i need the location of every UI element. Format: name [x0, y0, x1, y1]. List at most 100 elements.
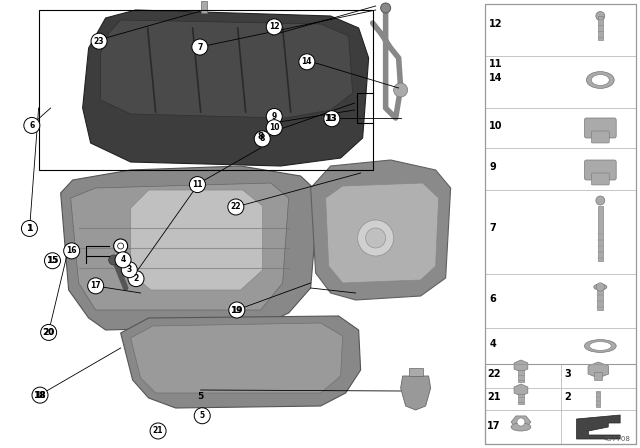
Polygon shape — [120, 316, 361, 408]
Bar — [485, 364, 636, 444]
Text: 19: 19 — [232, 306, 242, 314]
Text: 7: 7 — [197, 43, 202, 52]
Circle shape — [44, 253, 60, 269]
Circle shape — [195, 408, 210, 424]
Text: 2: 2 — [564, 392, 572, 402]
Text: 5: 5 — [198, 392, 204, 401]
Text: 23: 23 — [94, 37, 104, 46]
Circle shape — [517, 418, 525, 426]
Text: 15: 15 — [46, 255, 59, 264]
Polygon shape — [514, 384, 528, 396]
Text: 19: 19 — [230, 306, 243, 314]
Bar — [597, 290, 604, 310]
Text: 497708: 497708 — [604, 436, 630, 442]
Polygon shape — [577, 415, 620, 439]
Circle shape — [128, 271, 144, 287]
Circle shape — [63, 243, 79, 259]
Circle shape — [266, 120, 282, 136]
Circle shape — [381, 3, 390, 13]
Polygon shape — [131, 323, 342, 393]
Circle shape — [40, 324, 56, 340]
Text: 8: 8 — [260, 134, 265, 143]
Text: 4: 4 — [489, 339, 496, 349]
Circle shape — [299, 54, 315, 70]
Circle shape — [229, 302, 245, 318]
Text: 14: 14 — [301, 57, 312, 66]
Text: 9: 9 — [271, 112, 277, 121]
Ellipse shape — [586, 72, 614, 88]
Polygon shape — [511, 416, 531, 428]
Polygon shape — [401, 376, 431, 410]
Circle shape — [596, 283, 605, 291]
FancyBboxPatch shape — [591, 173, 609, 185]
Circle shape — [254, 131, 270, 147]
Bar — [201, 1, 207, 13]
Text: 11: 11 — [489, 59, 502, 69]
Circle shape — [596, 12, 605, 21]
Circle shape — [394, 83, 408, 97]
Text: 13: 13 — [324, 113, 337, 122]
Bar — [596, 391, 600, 407]
Text: 16: 16 — [67, 246, 77, 255]
Text: 1: 1 — [26, 224, 33, 233]
Polygon shape — [61, 166, 319, 330]
Polygon shape — [131, 190, 262, 290]
Text: 12: 12 — [489, 19, 502, 29]
Polygon shape — [588, 362, 609, 378]
Circle shape — [596, 196, 605, 205]
Text: 20: 20 — [44, 328, 54, 337]
Bar — [518, 394, 524, 404]
Text: 9: 9 — [489, 162, 496, 172]
Circle shape — [91, 33, 107, 49]
Polygon shape — [83, 10, 369, 166]
Ellipse shape — [584, 340, 616, 353]
Bar — [409, 368, 422, 376]
Polygon shape — [70, 183, 289, 310]
FancyBboxPatch shape — [584, 160, 616, 180]
Text: 21: 21 — [153, 426, 163, 435]
Circle shape — [358, 220, 394, 256]
Circle shape — [365, 228, 386, 248]
Ellipse shape — [591, 75, 609, 86]
Circle shape — [118, 243, 124, 249]
Circle shape — [122, 262, 138, 278]
Bar — [598, 16, 603, 40]
FancyBboxPatch shape — [591, 131, 609, 143]
Ellipse shape — [589, 341, 611, 350]
Polygon shape — [310, 160, 451, 300]
Text: 10: 10 — [269, 123, 280, 132]
Text: 17: 17 — [90, 281, 101, 290]
Text: 2: 2 — [133, 274, 139, 283]
Circle shape — [192, 39, 208, 55]
Text: 18: 18 — [33, 391, 46, 400]
Circle shape — [24, 117, 40, 134]
Polygon shape — [514, 360, 528, 372]
Circle shape — [150, 423, 166, 439]
Text: 8: 8 — [257, 132, 264, 141]
Polygon shape — [100, 20, 353, 118]
Text: 1: 1 — [27, 224, 32, 233]
Text: 4: 4 — [120, 255, 125, 264]
Circle shape — [266, 19, 282, 35]
Ellipse shape — [511, 423, 531, 431]
Bar — [598, 206, 603, 260]
Circle shape — [88, 278, 104, 294]
Text: 22: 22 — [487, 369, 500, 379]
Text: 15: 15 — [47, 256, 58, 265]
Circle shape — [266, 108, 282, 125]
Text: 5: 5 — [200, 411, 205, 420]
Circle shape — [109, 255, 118, 265]
Text: 7: 7 — [489, 223, 496, 233]
Text: 21: 21 — [487, 392, 500, 402]
Text: 3: 3 — [127, 265, 132, 274]
Circle shape — [228, 199, 244, 215]
Polygon shape — [326, 183, 438, 283]
Circle shape — [115, 252, 131, 268]
Circle shape — [114, 239, 127, 253]
Circle shape — [32, 387, 48, 403]
Text: 3: 3 — [564, 369, 572, 379]
Text: 11: 11 — [192, 180, 203, 189]
Text: 10: 10 — [489, 121, 502, 131]
Bar — [518, 370, 524, 382]
Circle shape — [324, 111, 340, 127]
